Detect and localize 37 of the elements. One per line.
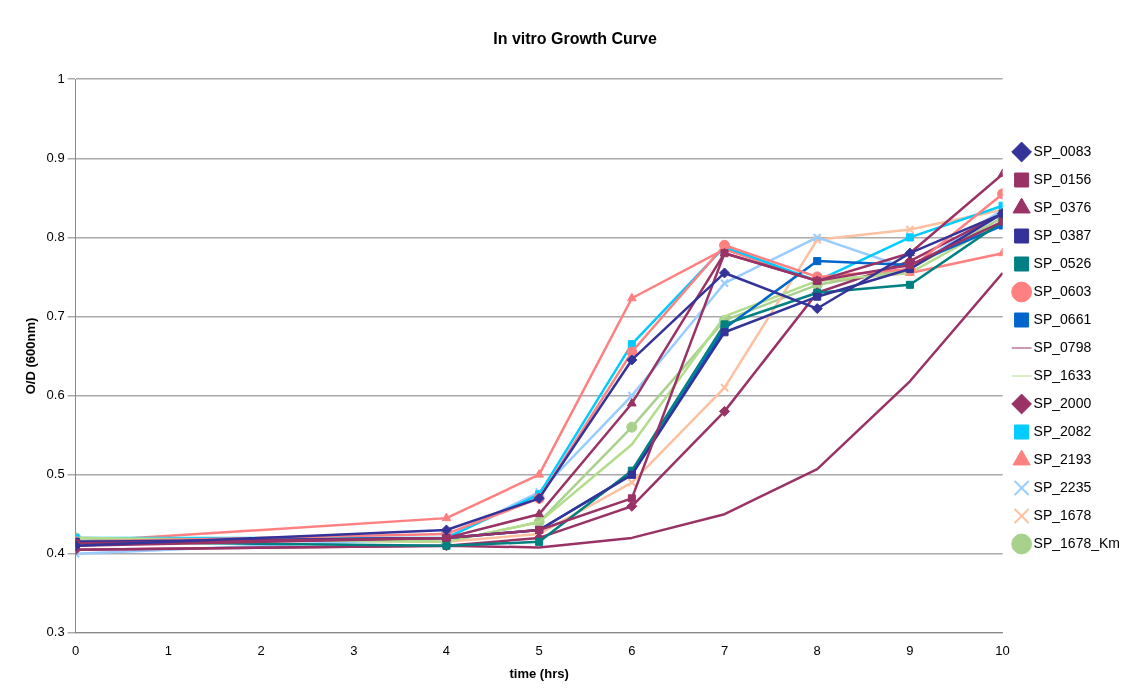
legend-label: SP_0526 xyxy=(1033,254,1092,271)
y-tick-label: 1 xyxy=(57,70,65,86)
legend-label: SP_1678 xyxy=(1033,506,1092,523)
x-tick-label: 8 xyxy=(813,643,821,659)
legend-label: SP_1633 xyxy=(1033,366,1092,383)
x-tick-label: 9 xyxy=(906,643,914,659)
legend-label: SP_0376 xyxy=(1033,198,1092,215)
legend-label: SP_2193 xyxy=(1033,450,1092,467)
legend-label: SP_2235 xyxy=(1033,478,1092,495)
chart-title: In vitro Growth Curve xyxy=(493,30,657,48)
y-tick-label: 0.7 xyxy=(46,308,65,324)
x-axis-title: time (hrs) xyxy=(509,665,569,681)
x-tick-label: 3 xyxy=(350,643,358,659)
x-tick-label: 10 xyxy=(995,643,1010,659)
x-tick-label: 5 xyxy=(535,643,543,659)
y-tick-label: 0.6 xyxy=(46,387,65,403)
legend-label: SP_2000 xyxy=(1033,394,1092,411)
legend-label: SP_0387 xyxy=(1033,226,1092,243)
x-tick-label: 6 xyxy=(628,643,636,659)
y-tick-label: 0.9 xyxy=(46,149,65,165)
y-tick-label: 0.4 xyxy=(46,545,65,561)
y-axis-title: O/D (600nm) xyxy=(23,317,39,395)
legend-label: SP_0083 xyxy=(1033,142,1092,159)
x-tick-label: 1 xyxy=(164,643,172,659)
y-tick-label: 0.5 xyxy=(46,466,65,482)
y-tick-label: 0.3 xyxy=(46,624,65,640)
legend-label: SP_1678_Km xyxy=(1033,534,1121,551)
legend-label: SP_0603 xyxy=(1033,282,1092,299)
y-tick-label: 0.8 xyxy=(46,228,65,244)
legend-label: SP_0798 xyxy=(1033,338,1092,355)
x-tick-label: 2 xyxy=(257,643,265,659)
legend-label: SP_0156 xyxy=(1033,170,1092,187)
legend-label: SP_0661 xyxy=(1033,310,1092,327)
x-tick-label: 0 xyxy=(72,643,80,659)
x-tick-label: 7 xyxy=(720,643,729,659)
x-tick-label: 4 xyxy=(442,643,451,659)
legend-label: SP_2082 xyxy=(1033,422,1092,439)
